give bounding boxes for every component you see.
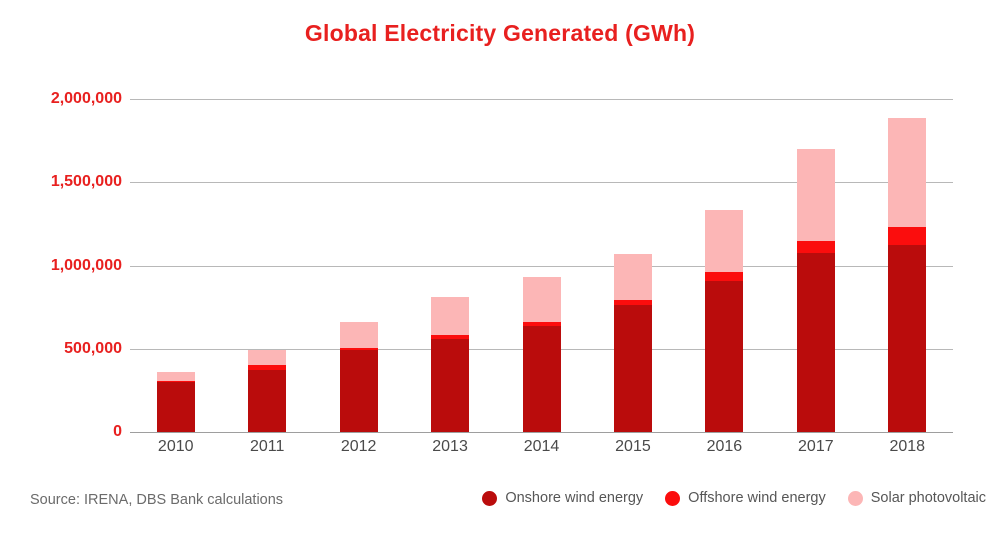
y-axis-tick-label: 500,000 — [64, 339, 122, 357]
gridline — [130, 265, 953, 267]
bar-segment-offshore-wind-energy[interactable] — [156, 380, 195, 383]
circle-icon — [665, 490, 681, 506]
bar-segment-solar-photovoltaic[interactable] — [888, 118, 927, 228]
legend-label: Solar photovoltaic — [870, 490, 986, 506]
x-axis-tick-label: 2013 — [432, 438, 468, 455]
bar-segment-onshore-wind-energy[interactable] — [248, 369, 287, 432]
legend-item-0[interactable]: Onshore wind energy — [482, 490, 643, 506]
bar-segment-offshore-wind-energy[interactable] — [431, 334, 470, 339]
bar-segment-onshore-wind-energy[interactable] — [431, 338, 470, 432]
y-axis: 0 500,000 1,000,000 1,500,000 2,000,000 — [0, 0, 122, 541]
bar-group[interactable] — [431, 99, 470, 432]
gridline — [130, 99, 953, 100]
x-axis-tick-label: 2014 — [523, 438, 560, 455]
bar-segment-offshore-wind-energy[interactable] — [522, 321, 561, 326]
bar-segment-onshore-wind-energy[interactable] — [888, 245, 927, 432]
legend-item-1[interactable]: Offshore wind energy — [665, 490, 826, 506]
bar-segment-onshore-wind-energy[interactable] — [705, 281, 744, 432]
x-axis-tick-label: 2017 — [798, 438, 834, 455]
bar-segment-solar-photovoltaic[interactable] — [796, 148, 835, 242]
bar-segment-onshore-wind-energy[interactable] — [522, 325, 561, 432]
bar-group[interactable] — [796, 99, 835, 432]
legend-label: Onshore wind energy — [505, 490, 644, 506]
bar-segment-onshore-wind-energy[interactable] — [156, 382, 195, 432]
y-axis-tick-label: 2,000,000 — [50, 90, 122, 107]
x-axis-tick-label: 2016 — [706, 438, 743, 455]
bar-segment-offshore-wind-energy[interactable] — [888, 227, 927, 246]
x-axis-tick-label: 2012 — [340, 438, 377, 455]
x-axis-tick-label: 2018 — [889, 438, 926, 455]
y-axis-tick-label: 1,500,000 — [50, 173, 122, 191]
bar-segment-onshore-wind-energy[interactable] — [796, 253, 835, 432]
chart-title: Global Electricity Generated (GWh) — [304, 20, 696, 46]
bar-group[interactable] — [248, 99, 287, 432]
bar-segment-solar-photovoltaic[interactable] — [705, 210, 744, 272]
bar-segment-solar-photovoltaic[interactable] — [248, 349, 287, 366]
bar-segment-solar-photovoltaic[interactable] — [156, 371, 195, 381]
x-axis-tick-label: 2011 — [249, 438, 285, 455]
legend-item-2[interactable]: Solar photovoltaic — [847, 490, 986, 506]
bar-segment-solar-photovoltaic[interactable] — [522, 277, 561, 322]
circle-icon — [482, 490, 498, 506]
source-note: Source: IRENA, DBS Bank calculations — [30, 492, 284, 508]
bar-segment-solar-photovoltaic[interactable] — [339, 322, 378, 348]
bar-segment-offshore-wind-energy[interactable] — [705, 272, 744, 281]
bar-group[interactable] — [156, 99, 195, 432]
bar-group[interactable] — [339, 99, 378, 432]
bar-segment-offshore-wind-energy[interactable] — [339, 347, 378, 350]
gridline — [130, 182, 953, 184]
bar-segment-offshore-wind-energy[interactable] — [248, 365, 287, 370]
bar-segment-onshore-wind-energy[interactable] — [339, 349, 378, 432]
x-axis: 2010 2011 2012 2013 2014 2015 2016 2017 2018 — [130, 438, 953, 464]
y-axis-tick-label: 0 — [113, 423, 122, 440]
x-axis-tick-label: 2015 — [615, 438, 651, 455]
bar-group[interactable] — [705, 99, 744, 432]
bar-segment-offshore-wind-energy[interactable] — [796, 241, 835, 254]
bar-group[interactable] — [888, 99, 927, 432]
bar-segment-solar-photovoltaic[interactable] — [431, 297, 470, 335]
chart-legend: Onshore wind energy Offshore wind energy S… — [482, 490, 986, 506]
x-axis-tick-label: 2010 — [157, 438, 194, 455]
bar-segment-offshore-wind-energy[interactable] — [613, 299, 652, 305]
bar-group[interactable] — [522, 99, 561, 432]
x-axis-baseline — [130, 432, 953, 433]
bar-segment-onshore-wind-energy[interactable] — [613, 304, 652, 432]
circle-icon — [847, 490, 863, 506]
bar-group[interactable] — [613, 99, 652, 432]
plot-area — [130, 99, 953, 433]
y-axis-tick-label: 1,000,000 — [50, 256, 122, 274]
bar-segment-solar-photovoltaic[interactable] — [613, 254, 652, 300]
legend-label: Offshore wind energy — [688, 490, 826, 506]
